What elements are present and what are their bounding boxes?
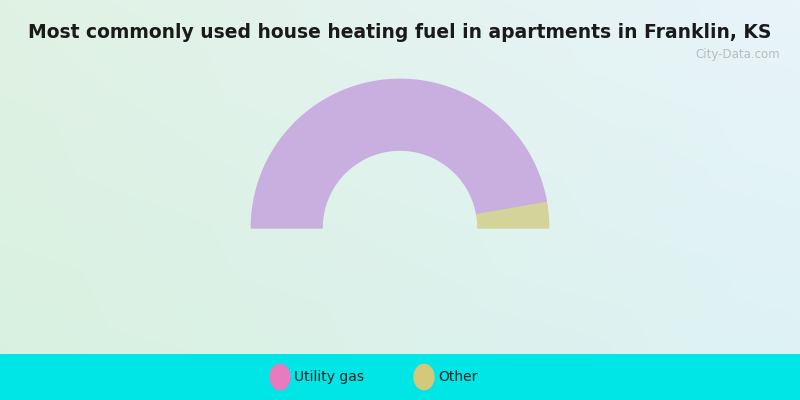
Text: Most commonly used house heating fuel in apartments in Franklin, KS: Most commonly used house heating fuel in… — [28, 23, 772, 42]
Ellipse shape — [270, 364, 290, 390]
Text: Other: Other — [438, 370, 478, 384]
Ellipse shape — [414, 364, 434, 390]
Polygon shape — [477, 202, 549, 228]
Text: Utility gas: Utility gas — [294, 370, 364, 384]
Text: City-Data.com: City-Data.com — [695, 48, 780, 61]
Polygon shape — [251, 79, 546, 228]
